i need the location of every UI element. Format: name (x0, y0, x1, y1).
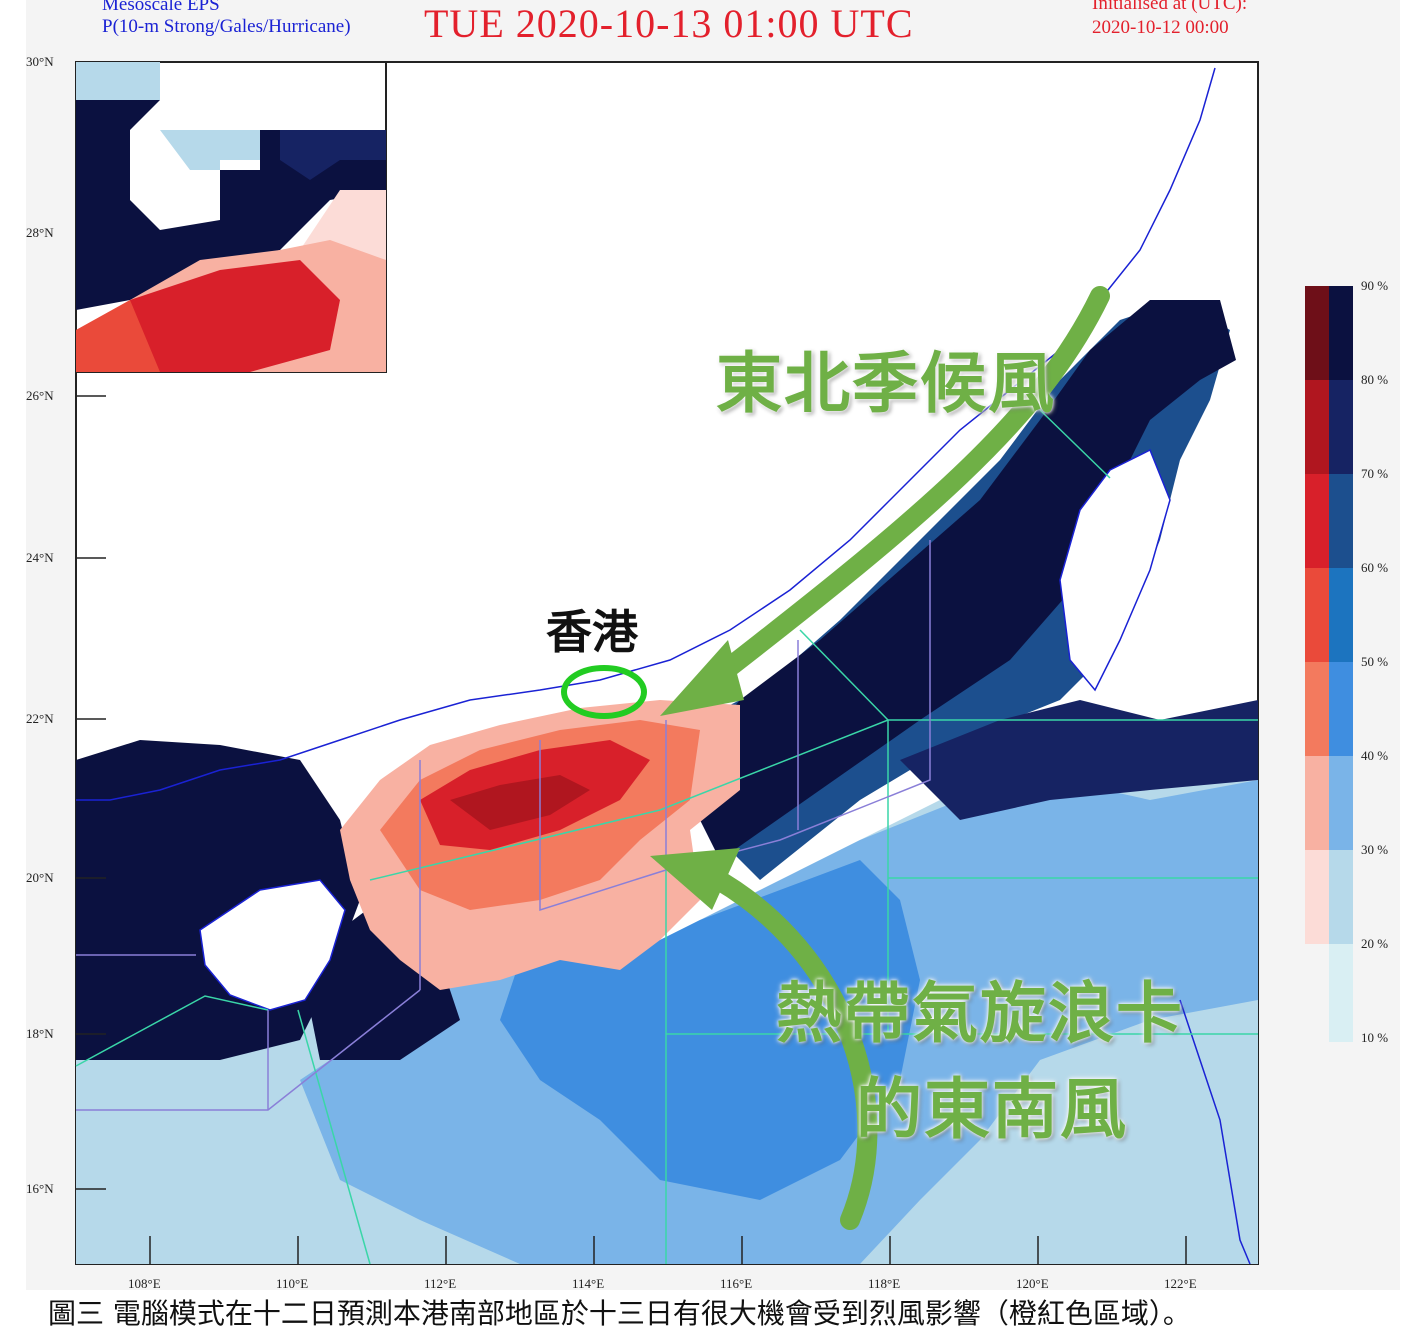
monsoon-core (690, 300, 1236, 860)
model-title: Mesoscale EPS P(10-m Strong/Gales/Hurric… (102, 0, 351, 38)
lat-label: 30°N (26, 54, 54, 69)
colorbar-label: 20 % (1361, 936, 1389, 951)
boundary-green-7 (297, 1009, 371, 1265)
colorbar-label: 50 % (1361, 654, 1389, 669)
inset-blue-patch (76, 62, 160, 100)
lat-label: 28°N (26, 225, 54, 240)
monsoon-label: 東北季候風 (716, 345, 1056, 422)
colorbar-label: 30 % (1361, 842, 1389, 857)
lat-label: 26°N (26, 388, 54, 403)
boundary-green-1 (369, 719, 1258, 881)
lon-label: 112°E (424, 1276, 457, 1291)
model-name: Mesoscale EPS (102, 0, 220, 15)
colorbar-label: 70 % (1361, 466, 1389, 481)
cyclone-arrow-shaft (690, 860, 878, 1230)
luzon-coastline (1179, 999, 1251, 1265)
lon-label: 116°E (720, 1276, 753, 1291)
cyclone-arrow-head (650, 848, 740, 910)
figure-caption: 圖三 電腦模式在十二日預測本港南部地區於十三日有很大機會受到烈風影響（橙紅色區域… (48, 1297, 1191, 1330)
taiwan-strait-band (900, 700, 1258, 820)
cyclone-arrow (690, 860, 878, 1230)
monsoon-arrow-shaft (690, 286, 1110, 700)
colorbar-label: 40 % (1361, 748, 1389, 763)
valid-time-title: TUE 2020-10-13 01:00 UTC (424, 1, 914, 46)
lon-label: 108°E (128, 1276, 161, 1291)
lat-label: 22°N (26, 711, 54, 726)
sea-area-boundaries (75, 409, 1258, 1265)
monsoon-arrow (690, 286, 1110, 700)
init-label: Initialised at (UTC): (1092, 0, 1248, 14)
lon-label: 114°E (572, 1276, 605, 1291)
cyclone-label-line1: 熱帶氣旋浪卡 (776, 975, 1184, 1052)
lat-label: 16°N (26, 1181, 54, 1196)
boundary-green-8 (799, 629, 889, 721)
colorbar-label: 90 % (1361, 278, 1389, 293)
hong-kong-label: 香港 (546, 605, 638, 659)
inset-map (75, 61, 387, 373)
hong-kong-circle (561, 665, 647, 719)
cyclone-label-line2: 的東南風 (856, 1071, 1128, 1148)
lon-label: 110°E (276, 1276, 309, 1291)
init-info: Initialised at (UTC): 2020-10-12 00:00 (1092, 0, 1247, 40)
inset-mid-blue (280, 130, 386, 180)
gale-zone-peak (450, 775, 590, 830)
colorbar-label: 80 % (1361, 372, 1389, 387)
lon-label: 122°E (1164, 1276, 1197, 1291)
blue-probability-field (76, 300, 1258, 1264)
china-coastline (76, 67, 1216, 801)
colorbar-label: 10 % (1361, 1030, 1389, 1045)
probability-product: P(10-m Strong/Gales/Hurricane) (102, 16, 351, 37)
boundary-green-9 (1039, 409, 1111, 479)
south-sea-deep (500, 860, 920, 1200)
inset-red-orange (76, 300, 160, 372)
lat-label: 18°N (26, 1026, 54, 1041)
lon-label: 120°E (1016, 1276, 1049, 1291)
taiwan-island (1059, 448, 1171, 692)
boundary-green-6 (75, 995, 269, 1067)
inset-dark-land (76, 62, 386, 310)
lat-label: 24°N (26, 550, 54, 565)
hainan-island (199, 879, 346, 1011)
colorbar-label: 60 % (1361, 560, 1389, 575)
lon-label: 118°E (868, 1276, 901, 1291)
monsoon-arrow-head (660, 640, 744, 716)
lat-label: 20°N (26, 870, 54, 885)
inset-light-blue (160, 130, 260, 170)
colorbar (1305, 286, 1353, 1042)
init-time: 2020-10-12 00:00 (1092, 17, 1229, 38)
inset-red (130, 260, 340, 372)
